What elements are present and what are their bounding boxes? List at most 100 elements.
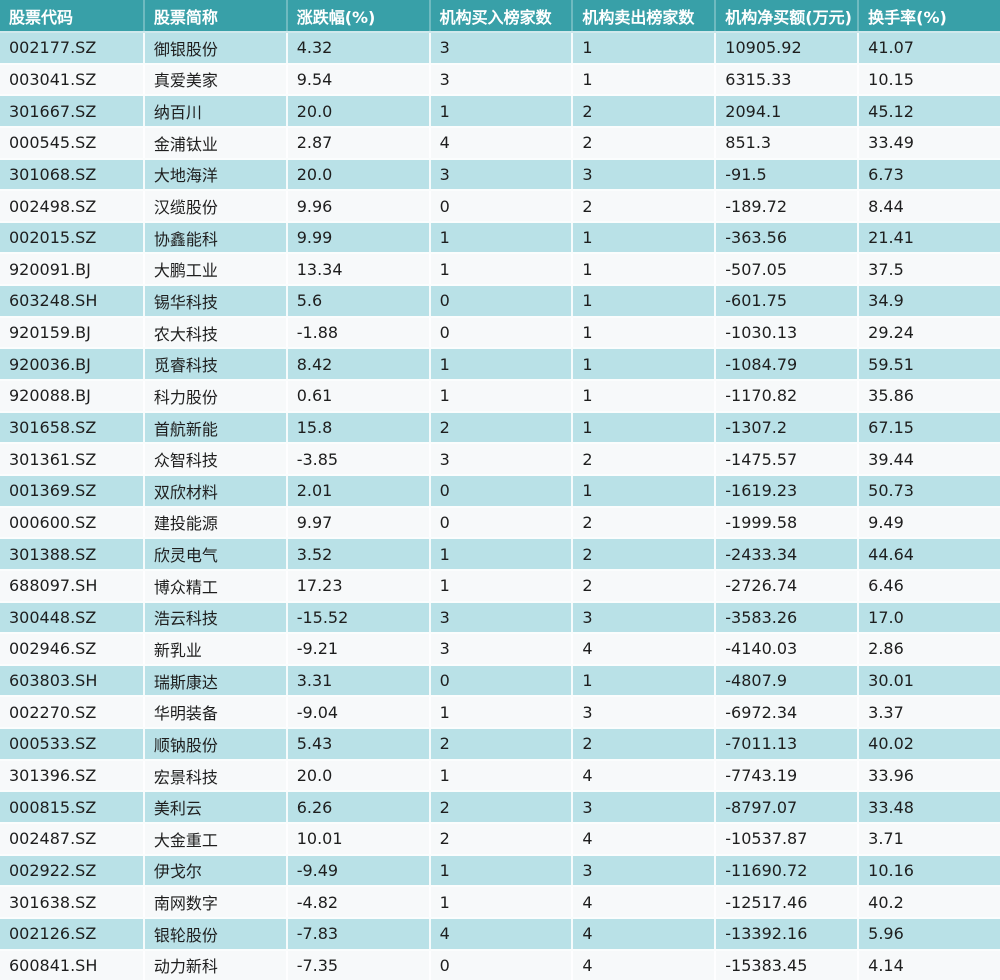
cell-inst-buy-count: 1 [428,760,572,791]
cell-name: 首航新能 [142,412,286,443]
cell-change-pct: 9.97 [285,507,429,538]
table-row: 002498.SZ 汉缆股份 9.96 0 2 -189.72 8.44 [0,189,1000,221]
cell-code: 000533.SZ [9,734,97,754]
cell-change-pct: 2.01 [285,475,429,506]
cell-inst-net-buy: -11690.72 [714,855,857,886]
cell-change-pct: 9.54 [285,64,429,95]
cell-inst-sell-count: 2 [571,444,714,474]
cell-inst-buy-count: 2 [428,412,572,443]
cell-code: 002922.SZ [9,860,97,880]
cell-change-pct: -3.85 [285,444,429,474]
cell-turnover-pct: 41.07 [857,33,1000,63]
cell-inst-net-buy: -189.72 [714,191,857,221]
cell-code: 002946.SZ [9,639,97,659]
table-row: 002487.SZ 大金重工 10.01 2 4 -10537.87 3.71 [0,822,1000,854]
cell-turnover-pct: 40.2 [857,887,1000,917]
cell-inst-sell-count: 4 [571,950,714,980]
table-row: 920159.BJ 农大科技 -1.88 0 1 -1030.13 29.24 [0,315,1000,348]
table-row: 000545.SZ 金浦钛业 2.87 4 2 851.3 33.49 [0,125,1000,158]
cell-code: 001369.SZ [9,481,97,501]
table-row: 301658.SZ 首航新能 15.8 2 1 -1307.2 67.15 [0,410,1000,443]
cell-change-pct: 5.43 [285,729,429,759]
cell-name: 美利云 [142,792,286,823]
table-row: 301388.SZ 欣灵电气 3.52 1 2 -2433.34 44.64 [0,537,1000,569]
cell-inst-sell-count: 3 [571,159,714,190]
cell-inst-buy-count: 1 [428,887,572,917]
cell-change-pct: 3.31 [285,665,429,696]
cell-inst-sell-count: 2 [571,539,714,569]
cell-inst-net-buy: -13392.16 [714,918,857,949]
cell-inst-net-buy: -2726.74 [714,570,857,601]
table-row: 920088.BJ 科力股份 0.61 1 1 -1170.82 35.86 [0,379,1000,411]
cell-code: 000600.SZ [9,512,97,532]
cell-name: 真爱美家 [142,64,286,95]
cell-inst-sell-count: 1 [571,349,714,380]
table-row: 301361.SZ 众智科技 -3.85 3 2 -1475.57 39.44 [0,442,1000,474]
cell-name: 大金重工 [142,824,286,854]
cell-change-pct: 9.96 [285,191,429,221]
table-row: 000600.SZ 建投能源 9.97 0 2 -1999.58 9.49 [0,505,1000,538]
cell-turnover-pct: 33.48 [857,792,1000,823]
cell-inst-buy-count: 0 [428,507,572,538]
cell-inst-sell-count: 4 [571,634,714,664]
cell-name: 博众精工 [142,570,286,601]
cell-code: 920091.BJ [9,259,91,279]
cell-inst-sell-count: 4 [571,760,714,791]
table-row: 002015.SZ 协鑫能科 9.99 1 1 -363.56 21.41 [0,220,1000,253]
table-row: 688097.SH 博众精工 17.23 1 2 -2726.74 6.46 [0,568,1000,601]
cell-inst-buy-count: 1 [428,539,572,569]
cell-change-pct: 8.42 [285,349,429,380]
column-header-inst-net-buy: 机构净买额(万元) [714,0,857,31]
cell-change-pct: 10.01 [285,824,429,854]
cell-name: 宏景科技 [142,760,286,791]
cell-inst-buy-count: 3 [428,64,572,95]
cell-code: 920088.BJ [9,386,91,406]
cell-inst-buy-count: 3 [428,444,572,474]
cell-name: 众智科技 [142,444,286,474]
cell-turnover-pct: 3.71 [857,824,1000,854]
cell-name: 协鑫能科 [142,222,286,253]
cell-inst-net-buy: -15383.45 [714,950,857,980]
cell-inst-buy-count: 3 [428,159,572,190]
cell-code: 002487.SZ [9,829,97,849]
cell-inst-sell-count: 1 [571,317,714,348]
cell-code: 603803.SH [9,671,98,691]
cell-name: 金浦钛业 [142,127,286,158]
cell-name: 银轮股份 [142,918,286,949]
cell-code: 003041.SZ [9,69,97,89]
cell-inst-net-buy: 6315.33 [714,64,857,95]
cell-turnover-pct: 4.14 [857,950,1000,980]
cell-turnover-pct: 5.96 [857,918,1000,949]
cell-code: 002126.SZ [9,924,97,944]
cell-inst-net-buy: -6972.34 [714,697,857,728]
cell-code: 603248.SH [9,291,98,311]
cell-inst-buy-count: 1 [428,222,572,253]
cell-code: 002177.SZ [9,38,97,58]
cell-inst-net-buy: 2094.1 [714,96,857,126]
column-header-code: 股票代码 [9,7,74,27]
cell-inst-net-buy: -1170.82 [714,381,857,411]
table-row: 920091.BJ 大鹏工业 13.34 1 1 -507.05 37.5 [0,252,1000,285]
cell-turnover-pct: 37.5 [857,254,1000,285]
cell-inst-buy-count: 0 [428,475,572,506]
cell-inst-sell-count: 1 [571,222,714,253]
cell-code: 000545.SZ [9,133,97,153]
cell-inst-net-buy: -601.75 [714,286,857,316]
cell-inst-sell-count: 1 [571,665,714,696]
cell-code: 301396.SZ [9,766,97,786]
cell-name: 觅睿科技 [142,349,286,380]
cell-inst-net-buy: -7011.13 [714,729,857,759]
cell-turnover-pct: 67.15 [857,412,1000,443]
cell-inst-sell-count: 3 [571,792,714,823]
cell-change-pct: 9.99 [285,222,429,253]
cell-turnover-pct: 8.44 [857,191,1000,221]
cell-inst-sell-count: 2 [571,729,714,759]
cell-inst-sell-count: 2 [571,127,714,158]
cell-turnover-pct: 2.86 [857,634,1000,664]
column-header-inst-buy-count: 机构买入榜家数 [428,0,572,31]
cell-code: 300448.SZ [9,607,97,627]
cell-inst-net-buy: -12517.46 [714,887,857,917]
cell-code: 301638.SZ [9,892,97,912]
table-row: 920036.BJ 觅睿科技 8.42 1 1 -1084.79 59.51 [0,347,1000,380]
